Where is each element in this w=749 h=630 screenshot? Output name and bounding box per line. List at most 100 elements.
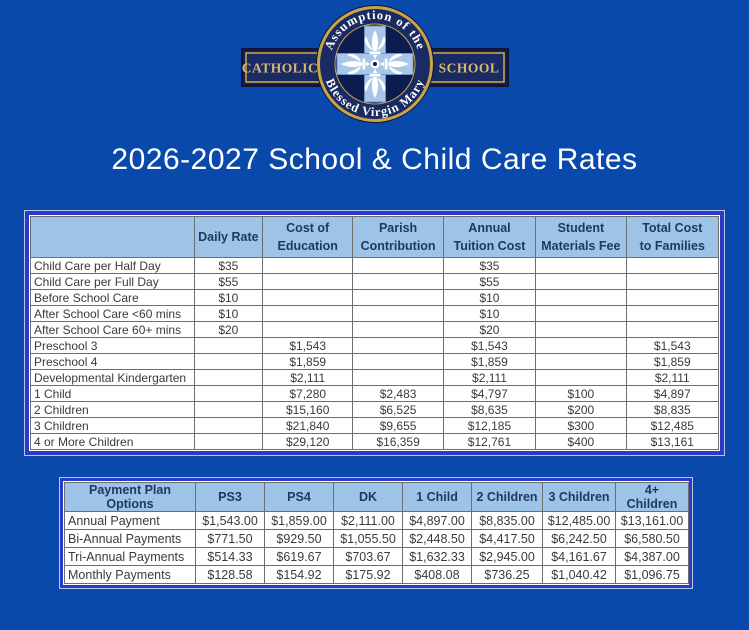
payment-cell: $703.67 (333, 547, 403, 566)
rates-cell (625, 305, 720, 322)
rates-cell: $2,111 (261, 369, 354, 386)
rates-row-label: Child Care per Half Day (30, 257, 195, 274)
rates-row-2: Before School Care $10 $10 (30, 289, 720, 306)
payment-row-2: Tri-Annual Payments $514.33 $619.67 $703.67… (64, 547, 689, 566)
rates-cell (352, 321, 444, 338)
rates-row-4: After School Care 60+ mins $20 $20 (30, 321, 720, 338)
payment-cell: $1,859.00 (264, 511, 334, 530)
rates-cell: $1,543 (625, 337, 720, 354)
rates-cell: $55 (442, 273, 537, 290)
rates-cell (193, 401, 264, 418)
payment-cell: $1,055.50 (333, 529, 403, 548)
rates-table: Daily Rate Cost of Education Parish Contri… (30, 216, 720, 450)
rates-cell: $100 (535, 385, 627, 402)
rates-cell: $12,485 (625, 417, 720, 434)
rates-cell: $35 (193, 257, 264, 274)
rates-cell (193, 433, 264, 450)
payment-row-label: Bi-Annual Payments (64, 529, 196, 548)
payment-col-header-3: DK (333, 482, 403, 512)
payment-row-label: Annual Payment (64, 511, 196, 530)
rates-cell (352, 353, 444, 370)
payment-col-header-4: 1 Child (402, 482, 472, 512)
rates-row-label: Before School Care (30, 289, 195, 306)
payment-row-0: Annual Payment $1,543.00 $1,859.00 $2,111.0… (64, 511, 689, 530)
rates-cell: $1,859 (442, 353, 537, 370)
payment-cell: $4,417.50 (471, 529, 543, 548)
rates-cell: $4,797 (442, 385, 537, 402)
rates-cell (261, 289, 354, 306)
rates-cell: $2,483 (352, 385, 444, 402)
rates-header-row: Daily Rate Cost of Education Parish Contri… (30, 216, 720, 258)
rates-cell (352, 337, 444, 354)
rates-cell (193, 337, 264, 354)
rates-row-label: After School Care 60+ mins (30, 321, 195, 338)
rates-cell: $35 (442, 257, 537, 274)
rates-row-label: 2 Children (30, 401, 195, 418)
payment-col-header-5: 2 Children (471, 482, 543, 512)
rates-cell (352, 289, 444, 306)
rates-row-5: Preschool 3 $1,543 $1,543 $1,543 (30, 337, 720, 354)
school-logo: Assumption of the Blessed Virgin Mary CA… (240, 5, 509, 123)
payment-cell: $154.92 (264, 565, 334, 584)
rates-cell (535, 353, 627, 370)
rates-cell: $1,859 (625, 353, 720, 370)
rates-cell (193, 353, 264, 370)
rates-cell: $1,543 (442, 337, 537, 354)
rates-cell (261, 305, 354, 322)
rates-col-header-6: Total Cost to Families (625, 216, 720, 258)
rates-cell: $15,160 (261, 401, 354, 418)
rates-cell: $10 (193, 289, 264, 306)
rates-row-label: After School Care <60 mins (30, 305, 195, 322)
rates-cell: $12,185 (442, 417, 537, 434)
payment-cell: $4,897.00 (402, 511, 472, 530)
payment-cell: $6,580.50 (615, 529, 689, 548)
rates-cell: $20 (442, 321, 537, 338)
rates-cell: $1,543 (261, 337, 354, 354)
fleur-de-lis-icon (340, 30, 409, 98)
rates-row-0: Child Care per Half Day $35 $35 (30, 257, 720, 274)
payment-row-1: Bi-Annual Payments $771.50 $929.50 $1,055.5… (64, 529, 689, 548)
rates-cell (193, 417, 264, 434)
payment-header-row: Payment Plan Options PS3 PS4 DK 1 Child 2 Chi… (64, 482, 689, 512)
rates-row-label: Child Care per Full Day (30, 273, 195, 290)
rates-row-1: Child Care per Full Day $55 $55 (30, 273, 720, 290)
rates-cell: $12,761 (442, 433, 537, 450)
rates-row-label: 4 or More Children (30, 433, 195, 450)
rates-cell: $9,655 (352, 417, 444, 434)
rates-cell (193, 369, 264, 386)
rates-cell (535, 289, 627, 306)
payment-col-header-1: PS3 (195, 482, 265, 512)
logo-banner-right-text: SCHOOL (438, 61, 499, 76)
rates-cell: $20 (193, 321, 264, 338)
rates-cell (261, 321, 354, 338)
rates-col-header-3: Parish Contribution (352, 216, 444, 258)
rates-cell (261, 273, 354, 290)
rates-cell: $8,835 (625, 401, 720, 418)
rates-cell (352, 257, 444, 274)
logo-banner-left-text: CATHOLIC (241, 61, 318, 76)
rates-cell (352, 273, 444, 290)
payment-cell: $1,632.33 (402, 547, 472, 566)
payment-row-label: Tri-Annual Payments (64, 547, 196, 566)
payment-cell: $2,448.50 (402, 529, 472, 548)
rates-cell: $4,897 (625, 385, 720, 402)
rates-row-10: 3 Children $21,840 $9,655 $12,185 $300 $12,48… (30, 417, 720, 434)
rates-col-header-0 (30, 216, 195, 258)
payment-row-label: Monthly Payments (64, 565, 196, 584)
rates-row-label: Preschool 3 (30, 337, 195, 354)
payment-cell: $2,945.00 (471, 547, 543, 566)
rates-cell (535, 257, 627, 274)
rates-cell (535, 321, 627, 338)
rates-cell: $2,111 (442, 369, 537, 386)
payment-col-header-2: PS4 (264, 482, 334, 512)
payment-cell: $128.58 (195, 565, 265, 584)
rates-row-label: Developmental Kindergarten (30, 369, 195, 386)
rates-cell: $6,525 (352, 401, 444, 418)
payment-table-container: Payment Plan Options PS3 PS4 DK 1 Child 2 Chi… (60, 478, 692, 588)
rates-cell: $10 (442, 289, 537, 306)
rates-col-header-1: Daily Rate (193, 216, 264, 258)
rates-row-6: Preschool 4 $1,859 $1,859 $1,859 (30, 353, 720, 370)
rates-col-header-4: Annual Tuition Cost (442, 216, 537, 258)
rates-cell (535, 369, 627, 386)
rates-cell (625, 321, 720, 338)
